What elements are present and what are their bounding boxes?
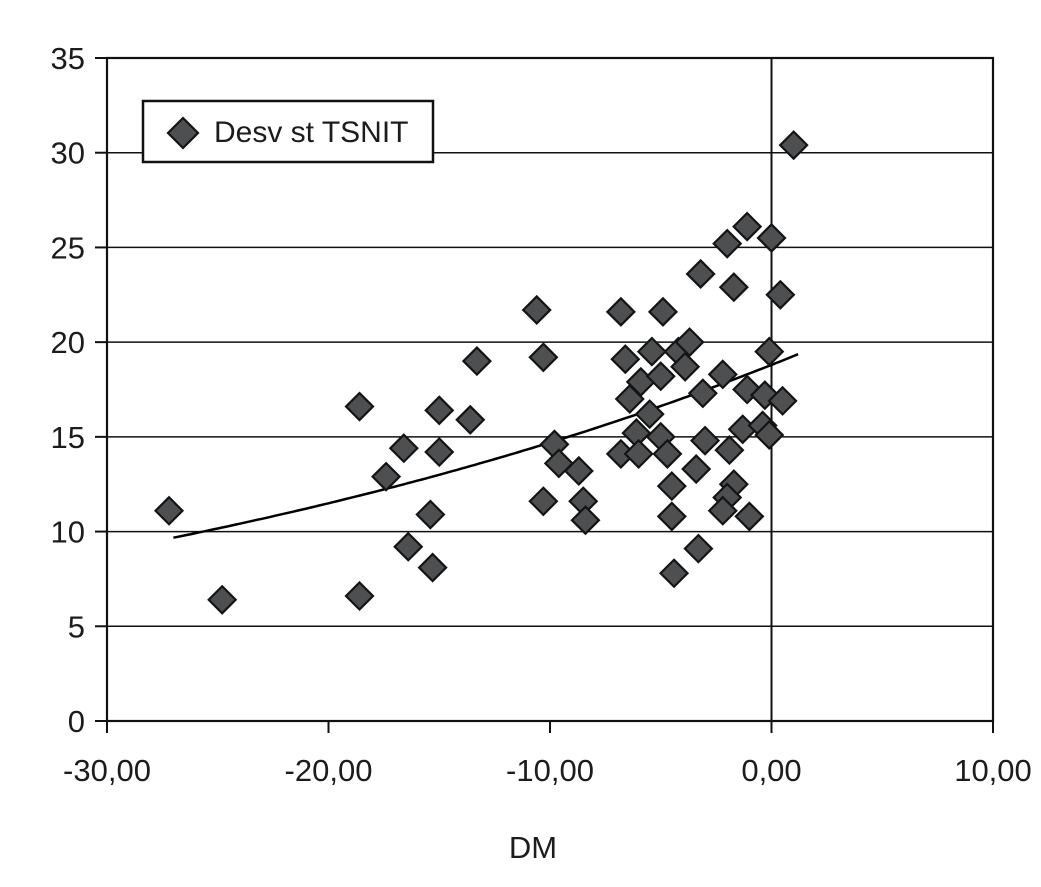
axis-ticks	[95, 57, 994, 733]
legend-label: Desv st TSNIT	[214, 116, 408, 149]
data-point-diamond	[712, 228, 743, 259]
x-tick-label: -20,00	[285, 753, 373, 788]
data-point-diamond	[765, 279, 796, 310]
data-point-diamond	[681, 454, 712, 485]
data-point-diamond	[732, 211, 763, 242]
data-point-diamond	[718, 272, 749, 303]
data-point-diamond	[656, 471, 687, 502]
data-point-diamond	[393, 531, 424, 562]
data-point-diamond	[670, 351, 701, 382]
data-point-diamond	[563, 455, 594, 487]
data-point-diamond	[756, 222, 787, 254]
gridlines	[107, 151, 993, 628]
data-point-diamond	[652, 438, 683, 469]
x-tick-label: 10,00	[954, 753, 1032, 788]
data-point-diamond	[570, 505, 601, 536]
data-point-diamond	[707, 495, 738, 526]
data-point-diamond	[707, 359, 738, 390]
y-tick-label: 0	[68, 704, 85, 739]
data-point-diamond	[455, 404, 486, 435]
data-point-diamond	[656, 501, 687, 532]
x-tick-label: -10,00	[506, 753, 594, 788]
data-point-diamond	[424, 436, 455, 468]
legend: Desv st TSNIT	[141, 99, 435, 164]
data-point-diamond	[634, 399, 665, 430]
data-point-diamond	[207, 584, 238, 615]
data-point-diamond	[754, 336, 785, 367]
data-point-diamond	[424, 395, 455, 426]
x-tick-labels: -30,00 -20,00 -10,00 0,00 10,00	[63, 753, 1032, 788]
data-point-diamond	[417, 552, 448, 583]
data-point-diamond	[778, 130, 809, 161]
data-point-diamond	[674, 327, 705, 358]
data-point-diamond	[605, 296, 636, 327]
x-tick-label: 0,00	[741, 753, 801, 788]
data-point-diamond	[767, 385, 798, 416]
data-point-diamond	[749, 380, 780, 411]
x-axis-title: DM	[509, 830, 557, 865]
data-point-diamond	[521, 294, 552, 325]
y-tick-label: 30	[51, 136, 85, 171]
data-point-diamond	[344, 391, 375, 422]
y-tick-labels: 0 5 10 15 20 25 30 35	[51, 41, 85, 739]
data-point-diamond	[636, 336, 667, 367]
data-point-diamond	[610, 344, 641, 375]
data-point-diamond	[714, 435, 745, 466]
y-tick-label: 20	[51, 325, 85, 360]
data-point-diamond	[689, 425, 721, 456]
y-tick-label: 10	[51, 515, 85, 550]
y-tick-label: 15	[51, 420, 85, 455]
data-point-diamond	[734, 501, 765, 532]
data-point-diamond	[658, 558, 690, 589]
data-point-diamond	[685, 258, 716, 290]
data-point-diamond	[528, 342, 559, 373]
data-point-diamond	[153, 495, 185, 526]
y-tick-label: 25	[51, 230, 85, 265]
data-point-diamond	[371, 461, 402, 492]
data-point-diamond	[614, 383, 645, 415]
legend-marker-diamond-icon	[166, 116, 200, 150]
data-point-diamond	[415, 499, 446, 530]
y-tick-label: 35	[51, 41, 85, 76]
data-point-diamond	[687, 378, 718, 409]
data-points	[153, 130, 809, 615]
y-tick-label: 5	[68, 609, 85, 644]
data-point-diamond	[754, 419, 785, 451]
data-point-diamond	[683, 533, 714, 564]
data-point-diamond	[647, 296, 679, 327]
data-point-diamond	[623, 438, 654, 469]
data-point-diamond	[645, 361, 676, 392]
data-point-diamond	[528, 486, 559, 517]
data-point-diamond	[388, 433, 419, 464]
data-point-diamond	[344, 580, 375, 612]
x-tick-label: -30,00	[63, 753, 151, 788]
data-point-diamond	[461, 346, 492, 377]
